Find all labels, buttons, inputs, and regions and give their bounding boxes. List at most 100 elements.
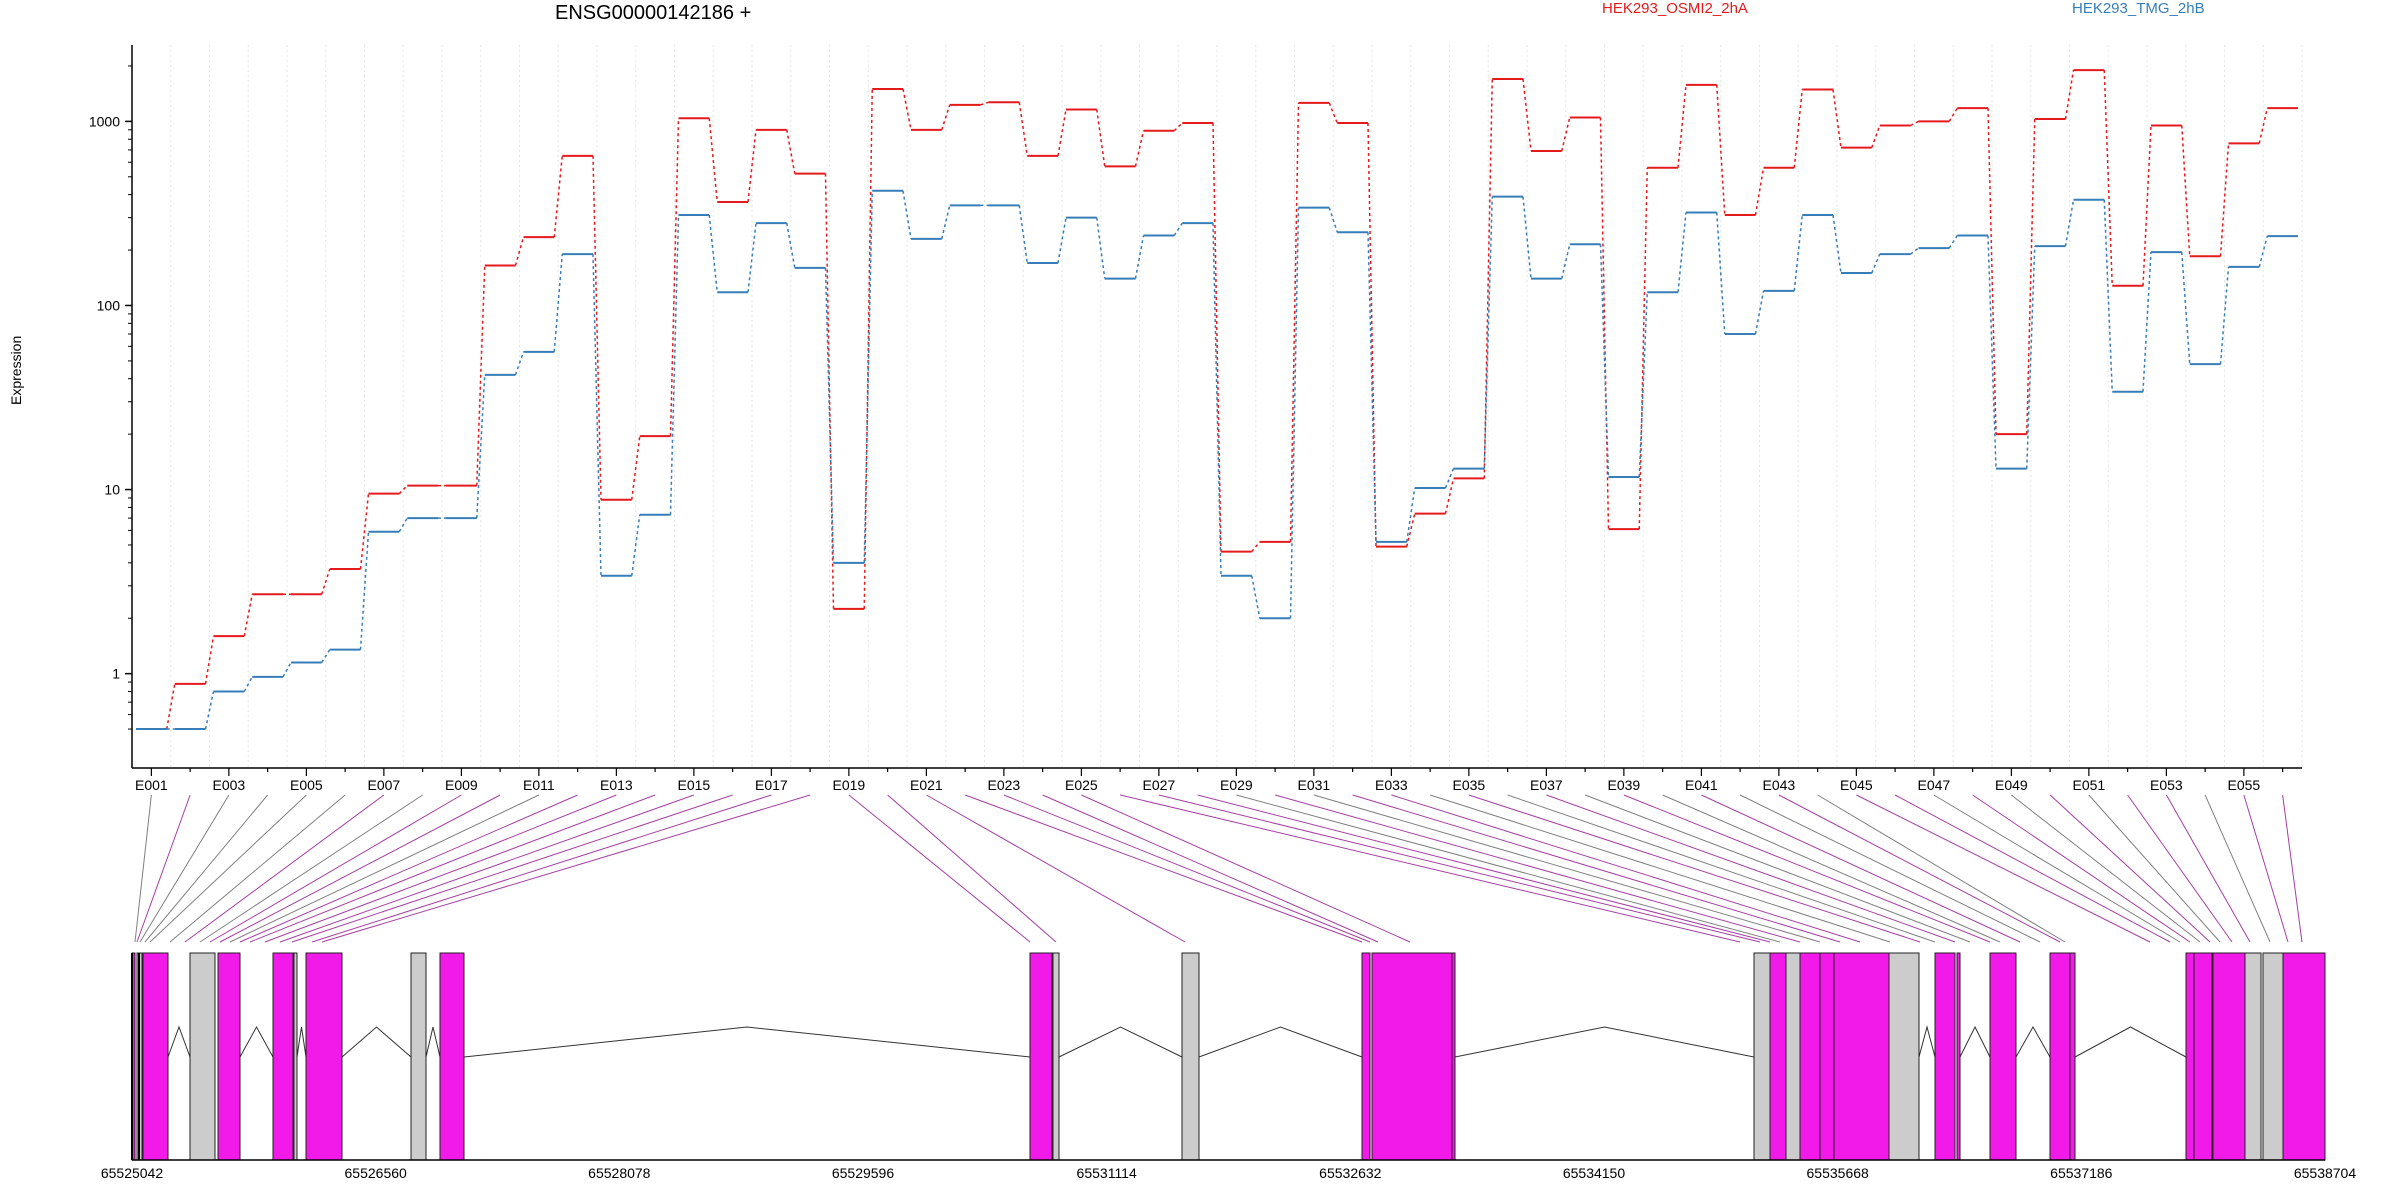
coord-tick-label: 65531114 <box>1077 1165 1137 1181</box>
exon-connector <box>169 794 346 943</box>
exon-connector <box>279 794 695 943</box>
intron-line <box>296 1026 307 1058</box>
series-transition <box>514 236 525 266</box>
intron-line <box>1454 1026 1755 1058</box>
exon-connector <box>1507 794 1936 943</box>
series-transition <box>2103 70 2113 286</box>
series-transition <box>1212 122 1222 552</box>
x-axis: E001 E003 E005 E007 E009 E011 E013 E015 E017 E019… <box>132 767 2302 793</box>
exon-highlighted <box>2185 952 2195 1161</box>
series-transition <box>1289 207 1300 619</box>
series-transition <box>786 129 796 174</box>
series-transition <box>1367 122 1377 547</box>
x-tick-label: E031 <box>1298 777 1331 793</box>
x-tick-label: E055 <box>2228 777 2261 793</box>
coord-tick-label: 65529596 <box>832 1165 895 1181</box>
intron-line <box>425 1026 441 1058</box>
exon-connector <box>1623 794 1991 943</box>
exon-connector <box>1352 794 1841 943</box>
x-tick-label: E027 <box>1143 777 1176 793</box>
x-tick-label: E005 <box>290 777 323 793</box>
intron-line <box>1959 1025 1991 1058</box>
series-transition <box>902 88 912 130</box>
series-transition <box>2181 252 2191 365</box>
series-1 <box>136 69 2298 731</box>
intron-line <box>341 1026 412 1058</box>
series-transition <box>2026 246 2036 469</box>
x-tick-label: E035 <box>1453 777 1486 793</box>
series-transition <box>398 517 408 533</box>
series-transition <box>2258 235 2268 268</box>
intron-line <box>463 1026 1031 1058</box>
series-transition <box>2142 252 2152 392</box>
series-transition <box>1599 117 1610 530</box>
exon-connector <box>1042 794 1379 943</box>
x-tick-label: E009 <box>445 777 478 793</box>
series-transition <box>1832 214 1842 274</box>
exon-connector <box>1003 794 1371 943</box>
exon-highlighted <box>2069 952 2076 1161</box>
series-transition <box>1444 478 1455 514</box>
coord-tick-label: 65537186 <box>2050 1165 2113 1181</box>
series-transition <box>1096 109 1106 167</box>
series-transition <box>1134 130 1145 167</box>
exon-connector <box>2011 794 2201 943</box>
x-tick-label: E047 <box>1918 777 1951 793</box>
exon <box>1181 952 1200 1161</box>
exon <box>410 952 427 1161</box>
series-transition <box>631 436 641 500</box>
exon-connector <box>2282 794 2303 943</box>
series-transition <box>1948 107 1958 122</box>
series-transition <box>2142 125 2152 286</box>
y-axis: 1 10 100 1000 <box>89 45 133 768</box>
exon-connector <box>199 794 423 943</box>
exon-connector <box>1856 794 2151 943</box>
series-2 <box>136 189 2298 731</box>
x-tick-label: E023 <box>988 777 1021 793</box>
exon-highlighted <box>1371 952 1453 1161</box>
exon-connector <box>321 794 811 943</box>
exon-connector <box>1894 794 2171 943</box>
exon-connector <box>2127 794 2233 943</box>
series-transition <box>1212 223 1222 576</box>
exon-connector <box>144 794 269 943</box>
series-transition <box>1057 109 1067 156</box>
exon-highlighted <box>439 952 465 1161</box>
series-transition <box>321 568 331 595</box>
series-transition <box>1599 244 1610 478</box>
coord-tick-label: 65528078 <box>588 1165 651 1181</box>
exon-connector <box>1778 794 2061 943</box>
exon <box>1888 952 1920 1161</box>
gene-model-track <box>131 952 2326 1161</box>
series-transition <box>2258 107 2268 144</box>
x-tick-label: E013 <box>600 777 633 793</box>
series-transition <box>1018 205 1028 264</box>
exon-connector <box>209 794 462 943</box>
series-transition <box>980 101 989 106</box>
series-transition <box>2219 143 2230 257</box>
series-transition <box>1289 102 1300 542</box>
expression-lines <box>136 69 2298 731</box>
exon-connector <box>1081 794 1411 943</box>
series-transition <box>1057 217 1067 264</box>
exon-connector <box>926 794 1186 943</box>
series-transition <box>669 215 680 515</box>
exon-connector <box>1391 794 1861 943</box>
x-tick-label: E029 <box>1220 777 1253 793</box>
exon-highlighted <box>1956 952 1961 1161</box>
series-transition <box>669 118 680 437</box>
legend-series-2: HEK293_TMG_2hB <box>2072 0 2205 17</box>
exon-connector <box>2165 794 2251 943</box>
exon-connector <box>1972 794 2191 943</box>
y-tick-label: 1 <box>112 666 120 682</box>
series-transition <box>824 173 835 609</box>
exon <box>1753 952 1771 1161</box>
series-transition <box>824 267 835 563</box>
intron-line <box>2015 1025 2051 1058</box>
exon-connector <box>1274 794 1801 943</box>
intron-line <box>1918 1025 1936 1058</box>
series-transition <box>2103 199 2113 392</box>
x-tick-label: E041 <box>1685 777 1718 793</box>
x-tick-label: E049 <box>1995 777 2028 793</box>
